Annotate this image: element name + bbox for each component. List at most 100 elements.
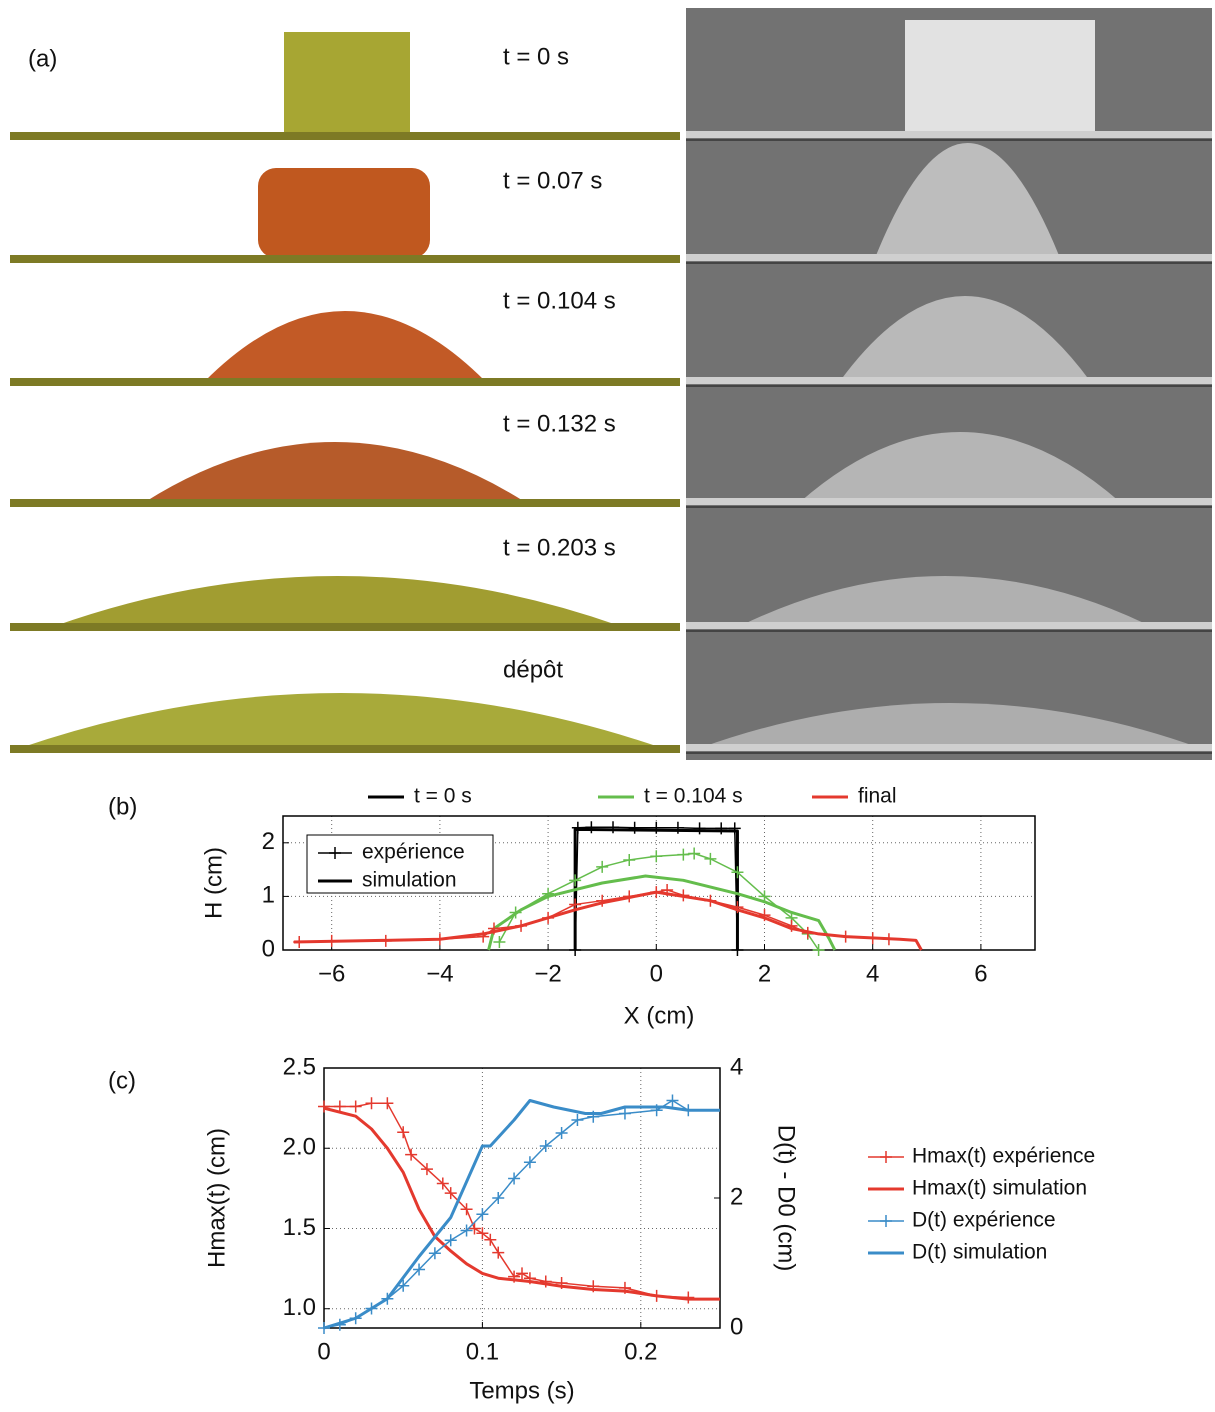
photo-pile (840, 296, 1090, 381)
photo-pile (740, 576, 1150, 626)
ground (10, 255, 680, 263)
marker (493, 935, 506, 948)
legend-box (306, 834, 494, 894)
y2-axis-label: D(t) - D0 (cm) (773, 1125, 800, 1272)
marker (650, 886, 663, 899)
marker (623, 853, 636, 866)
marker (542, 911, 555, 924)
marker (569, 944, 582, 956)
photo-ground (686, 254, 1212, 261)
x-tick-label: −4 (426, 960, 453, 987)
ground (10, 499, 680, 507)
x-axis-label: X (cm) (624, 1002, 695, 1029)
marker (476, 1208, 489, 1221)
simulation-line (323, 1099, 720, 1330)
marker (628, 821, 641, 834)
marker (318, 1100, 330, 1113)
marker (666, 1094, 679, 1107)
marker (569, 898, 582, 911)
marker (468, 1222, 481, 1235)
marker (539, 1275, 552, 1288)
legend-label: final (858, 785, 897, 808)
panel-label: (b) (108, 793, 137, 820)
legend-label: simulation (362, 869, 457, 892)
photo-ground (686, 622, 1212, 629)
marker (444, 1234, 457, 1247)
marker (728, 822, 741, 835)
marker (492, 1192, 505, 1204)
marker (325, 934, 338, 947)
marker (515, 919, 528, 932)
photo-ground (686, 131, 1212, 138)
simulation-line (487, 874, 837, 951)
marker (677, 889, 690, 902)
x-tick-label: −2 (534, 960, 561, 987)
photo-ground (686, 744, 1212, 751)
plot-frame (282, 815, 1036, 951)
marker (379, 934, 392, 947)
photo-pile (700, 703, 1200, 748)
y-axis-label: Hmax(t) (cm) (203, 1128, 230, 1268)
marker (596, 860, 609, 873)
marker (487, 922, 500, 935)
marker (671, 821, 684, 834)
x-tick-label: 0.2 (624, 1338, 657, 1365)
legend-label: Hmax(t) simulation (912, 1177, 1087, 1200)
marker (460, 1203, 473, 1216)
marker (650, 821, 663, 834)
marker (569, 874, 582, 887)
marker (413, 1263, 426, 1276)
photo-ground (686, 377, 1212, 384)
legend-label: Hmax(t) expérience (912, 1145, 1095, 1168)
marker (688, 847, 701, 860)
marker (476, 1227, 489, 1240)
marker (516, 1267, 528, 1280)
frame-label: t = 0.203 s (503, 534, 616, 561)
legend-label: D(t) simulation (912, 1241, 1047, 1264)
photo-ground (686, 498, 1212, 505)
marker (704, 894, 717, 907)
marker (618, 1107, 631, 1120)
marker (693, 822, 706, 835)
marker (623, 890, 636, 903)
y-tick-label: 2.0 (283, 1134, 316, 1161)
marker (508, 1172, 521, 1185)
marker (704, 852, 717, 865)
simulation-pile (258, 168, 430, 258)
marker (650, 850, 663, 863)
marker (349, 1100, 362, 1113)
y-axis-label: H (cm) (200, 847, 227, 919)
marker (484, 1233, 497, 1246)
marker (428, 1247, 441, 1260)
x-tick-label: 0.1 (466, 1338, 499, 1365)
legend-marker (329, 847, 341, 859)
marker (596, 894, 609, 907)
ground (10, 623, 680, 631)
marker (785, 919, 798, 932)
marker (460, 1224, 473, 1237)
marker (477, 930, 490, 943)
legend-label: D(t) expérience (912, 1209, 1056, 1232)
simulation-pile (284, 32, 410, 135)
y2-tick-label: 2 (730, 1183, 743, 1210)
marker (365, 1097, 378, 1110)
x-tick-label: 2 (758, 960, 771, 987)
marker (333, 1100, 346, 1113)
marker (405, 1148, 418, 1161)
frame-label: t = 0.132 s (503, 410, 616, 437)
experiment-line (498, 852, 820, 951)
marker (731, 866, 744, 879)
frame-label: t = 0 s (503, 43, 569, 70)
marker (509, 906, 522, 919)
y-tick-label: 1 (262, 882, 275, 909)
x-tick-label: 0 (650, 960, 663, 987)
x-tick-label: 0 (317, 1338, 330, 1365)
frame-label: t = 0.07 s (503, 167, 602, 194)
marker (812, 944, 825, 956)
marker (731, 901, 744, 914)
panel-label: (a) (28, 45, 57, 72)
ground (10, 378, 680, 386)
marker (397, 1126, 410, 1139)
